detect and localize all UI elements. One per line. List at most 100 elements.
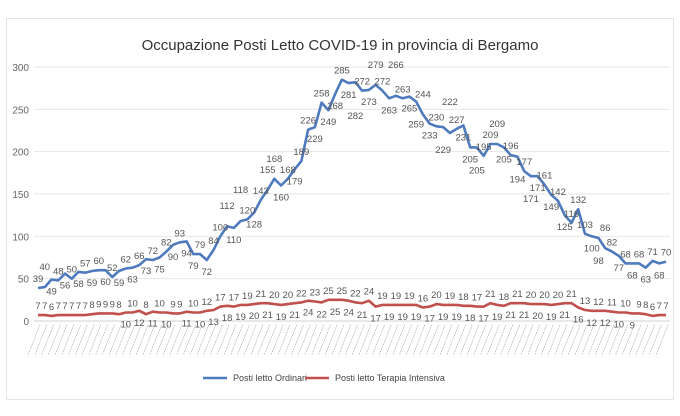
x-tick-label	[189, 324, 203, 356]
data-label: 171	[523, 194, 539, 205]
data-label: 10	[120, 320, 131, 331]
data-label: 17	[472, 293, 483, 304]
data-label: 21	[505, 310, 516, 321]
data-label: 7	[663, 301, 668, 312]
data-label: 21	[519, 310, 530, 321]
y-tick-label: 250	[12, 105, 29, 116]
x-tick-label	[135, 324, 149, 356]
x-tick-label	[122, 324, 135, 356]
data-label: 93	[175, 228, 186, 239]
data-label: 196	[503, 141, 519, 152]
data-label: 60	[100, 277, 111, 288]
data-label: 222	[442, 97, 458, 108]
data-label: 227	[449, 115, 465, 126]
data-label: 7	[56, 301, 61, 312]
data-label: 9	[630, 320, 635, 331]
data-label: 13	[580, 296, 591, 307]
x-tick-label	[142, 324, 156, 356]
data-label: 59	[87, 278, 98, 289]
data-label: 25	[323, 286, 334, 297]
x-tick-label	[655, 324, 669, 356]
data-label: 24	[364, 287, 375, 298]
data-label: 205	[469, 165, 485, 176]
data-label: 10	[195, 320, 206, 331]
data-label: 8	[116, 300, 121, 311]
data-label: 75	[154, 265, 165, 276]
x-tick-label	[156, 324, 169, 356]
x-tick-label	[230, 324, 243, 356]
data-label: 23	[310, 288, 321, 299]
data-label: 20	[526, 290, 537, 301]
data-label: 11	[182, 319, 192, 330]
data-label: 21	[357, 310, 368, 321]
data-label: 10	[127, 299, 138, 310]
data-label: 189	[293, 147, 309, 158]
data-label: 263	[395, 84, 411, 95]
data-label: 10	[161, 320, 172, 331]
data-label: 272	[354, 77, 370, 88]
x-tick-label	[527, 324, 540, 356]
data-label: 258	[314, 89, 330, 100]
data-label: 168	[266, 154, 282, 165]
x-tick-label	[237, 324, 250, 356]
data-label: 125	[557, 222, 573, 233]
data-label: 79	[195, 240, 206, 251]
x-tick-label	[331, 324, 345, 356]
x-tick-label	[554, 324, 567, 356]
x-tick-label	[372, 324, 385, 356]
data-label: 142	[550, 187, 566, 198]
data-label: 68	[620, 249, 631, 260]
x-tick-label	[405, 324, 419, 356]
x-tick-label	[210, 324, 223, 356]
x-tick-label	[345, 324, 358, 356]
x-tick-label	[47, 324, 61, 356]
x-tick-label	[351, 324, 365, 356]
data-label: 58	[73, 279, 84, 290]
x-tick-label	[493, 324, 507, 356]
x-tick-label	[594, 324, 608, 356]
data-label: 263	[381, 105, 397, 116]
data-label: 20	[249, 311, 260, 322]
y-tick-label: 300	[12, 63, 29, 74]
x-tick-label	[365, 324, 378, 356]
data-label: 17	[424, 314, 435, 325]
x-tick-label	[74, 324, 88, 356]
data-label: 8	[643, 300, 648, 311]
data-label: 259	[408, 120, 424, 131]
x-tick-label	[88, 324, 102, 356]
data-label: 205	[462, 154, 478, 165]
data-label: 20	[431, 290, 442, 301]
data-label: 50	[66, 265, 77, 276]
data-label: 57	[80, 259, 91, 270]
x-tick-label	[95, 324, 108, 356]
data-label: 18	[458, 292, 469, 303]
data-label: 7	[69, 301, 74, 312]
x-tick-label	[223, 324, 237, 356]
data-label: 229	[435, 145, 451, 156]
data-label: 22	[296, 288, 307, 299]
x-tick-label	[385, 324, 399, 356]
data-label: 143	[253, 186, 269, 197]
x-tick-label	[324, 324, 338, 356]
data-label: 19	[276, 312, 287, 323]
data-label: 16	[573, 314, 584, 325]
data-label: 10	[613, 320, 624, 331]
x-tick-label	[284, 324, 297, 356]
data-label: 22	[350, 288, 361, 299]
data-label: 118	[233, 185, 248, 196]
x-tick-label	[250, 324, 264, 356]
y-tick-label: 0	[23, 317, 29, 328]
data-label: 171	[530, 183, 546, 194]
x-tick-label	[196, 324, 210, 356]
data-label: 40	[39, 262, 50, 273]
data-label: 179	[287, 176, 303, 187]
data-label: 49	[46, 287, 57, 298]
x-tick-label	[257, 324, 270, 356]
x-tick-label	[459, 324, 473, 356]
x-tick-label	[297, 324, 311, 356]
x-tick-label	[648, 324, 662, 356]
data-label: 19	[438, 312, 449, 323]
data-label: 70	[661, 248, 672, 259]
